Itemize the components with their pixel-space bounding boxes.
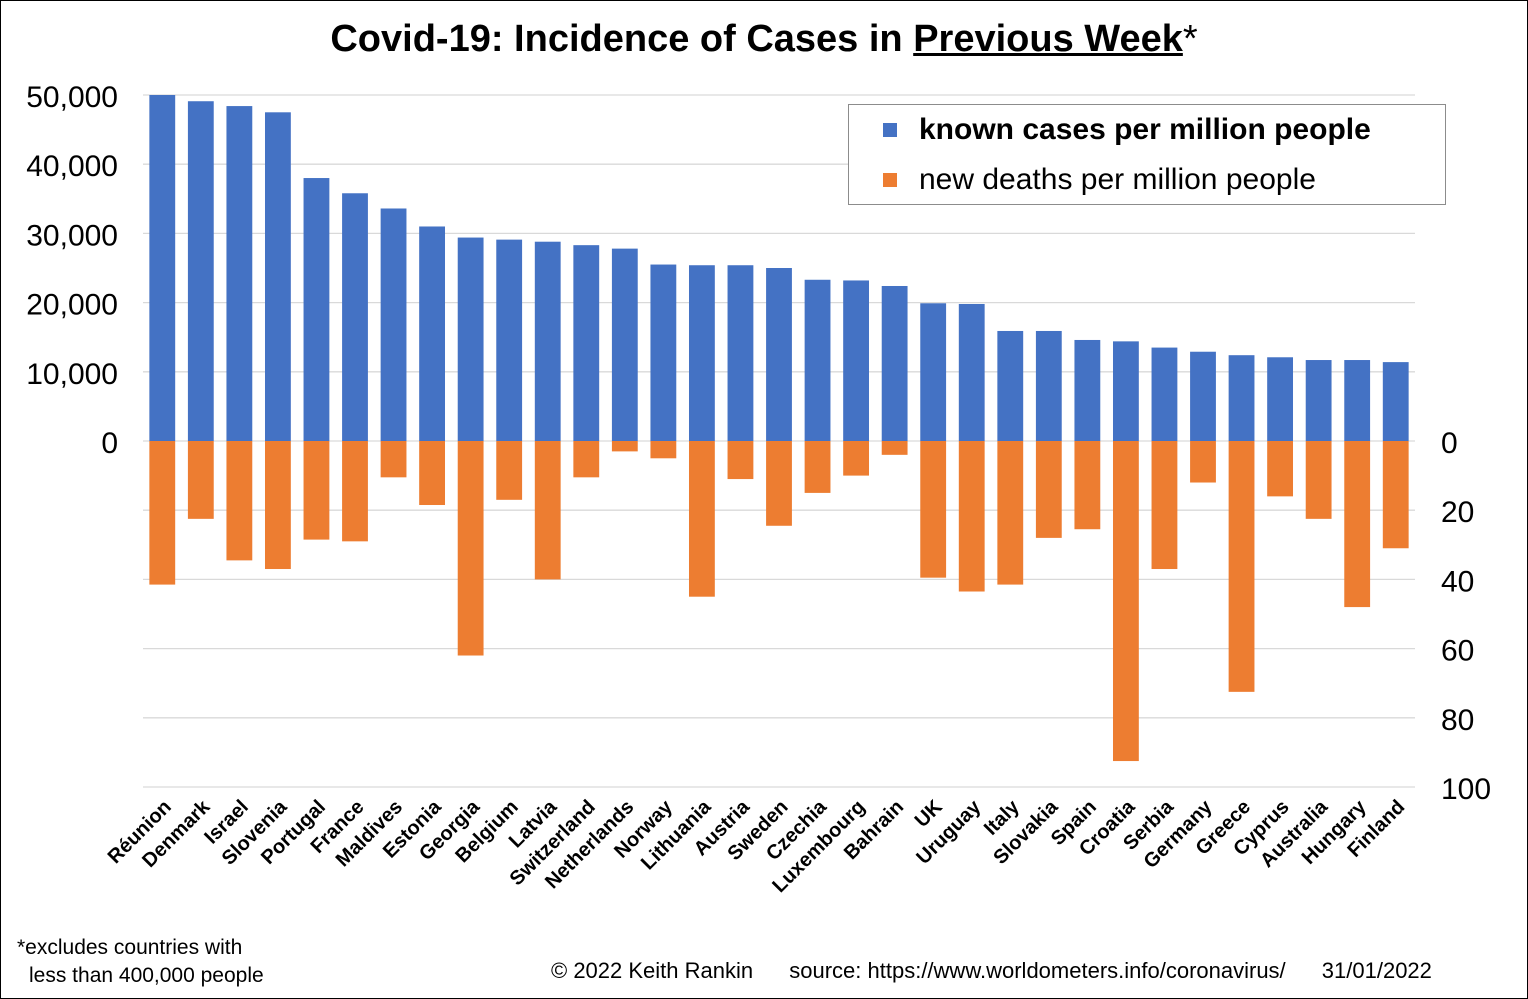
bar-deaths: [650, 441, 677, 459]
bar-deaths: [496, 441, 523, 500]
bar-cases: [727, 265, 754, 441]
left-axis-ticks: 0 10,000 20,000 30,000 40,000 50,000: [26, 81, 118, 460]
bar-cases: [419, 226, 446, 441]
bar-deaths: [1035, 441, 1062, 538]
source-text: source: https://www.worldometers.info/co…: [789, 958, 1286, 983]
bar-deaths: [226, 441, 253, 561]
chart-title: Covid-19: Incidence of Cases in Previous…: [330, 18, 1198, 60]
right-tick-label: 40: [1441, 565, 1474, 598]
bar-deaths: [187, 441, 214, 519]
left-tick-label: 0: [101, 427, 118, 460]
left-tick-label: 20,000: [26, 289, 118, 322]
bar-cases: [380, 208, 407, 441]
bar-cases: [1074, 339, 1101, 441]
bar-cases: [766, 268, 792, 441]
bar-deaths: [264, 441, 291, 570]
bar-deaths: [766, 441, 792, 526]
bar-deaths: [1382, 441, 1409, 549]
bar-deaths: [1112, 441, 1139, 762]
date-text: 31/01/2022: [1321, 958, 1432, 983]
legend-label-cases: known cases per million people: [919, 113, 1371, 146]
bar-cases: [457, 237, 484, 441]
left-tick-label: 10,000: [26, 358, 118, 391]
bar-deaths: [1267, 441, 1294, 497]
credit-line: © 2022 Keith Rankin source: https://www.…: [551, 958, 1432, 984]
bar-deaths: [342, 441, 368, 542]
bar-cases: [1344, 360, 1371, 441]
bar-cases: [534, 241, 561, 441]
footnote: *excludes countries with less than 400,0…: [17, 934, 264, 990]
bar-deaths: [303, 441, 330, 540]
copyright-text: © 2022 Keith Rankin: [551, 958, 754, 983]
title-underlined: Previous Week: [913, 18, 1183, 60]
bar-deaths: [419, 441, 446, 506]
right-axis-ticks: 0 20 40 60 80 100: [1441, 427, 1491, 806]
bar-cases: [149, 95, 176, 441]
bar-deaths: [727, 441, 754, 480]
bar-deaths: [881, 441, 908, 455]
bar-deaths: [1074, 441, 1101, 530]
right-tick-label: 20: [1441, 496, 1474, 529]
legend: known cases per million people new death…: [848, 104, 1446, 205]
bar-deaths: [457, 441, 484, 656]
bar-cases: [881, 285, 908, 441]
right-tick-label: 80: [1441, 704, 1474, 737]
bar-deaths: [534, 441, 561, 580]
bar-cases: [1228, 355, 1255, 441]
bar-deaths: [1305, 441, 1332, 519]
legend-item-deaths: new deaths per million people: [883, 163, 1316, 197]
bar-deaths: [1190, 441, 1216, 483]
bar-cases: [611, 248, 638, 441]
bar-cases: [226, 106, 253, 442]
bar-deaths: [804, 441, 831, 493]
bar-cases: [1267, 357, 1294, 441]
bar-deaths: [380, 441, 407, 478]
bar-cases: [650, 264, 677, 441]
legend-item-cases: known cases per million people: [883, 113, 1371, 147]
left-tick-label: 30,000: [26, 219, 118, 252]
bar-cases: [573, 245, 600, 441]
bar-cases: [496, 239, 523, 441]
bar-deaths: [688, 441, 715, 597]
right-tick-label: 0: [1441, 427, 1458, 460]
bar-deaths: [958, 441, 985, 592]
bar-cases: [958, 303, 985, 441]
bar-cases: [342, 193, 368, 441]
legend-swatch-deaths: [883, 173, 897, 187]
bar-deaths: [573, 441, 600, 478]
bar-deaths: [920, 441, 947, 578]
left-tick-label: 50,000: [26, 81, 118, 114]
right-tick-label: 100: [1441, 773, 1491, 806]
bar-cases: [1190, 351, 1216, 441]
category-labels: RéunionDenmarkIsraelSloveniaPortugalFran…: [104, 795, 1410, 897]
legend-label-deaths: new deaths per million people: [919, 163, 1316, 196]
legend-swatch-cases: [883, 123, 897, 137]
bar-cases: [303, 178, 330, 442]
bar-deaths: [1151, 441, 1178, 570]
bars: [149, 95, 1409, 762]
bar-cases: [920, 303, 947, 441]
bar-deaths: [843, 441, 870, 476]
bar-cases: [1112, 341, 1139, 441]
bar-cases: [187, 101, 214, 441]
footnote-line-1: *excludes countries with: [17, 936, 243, 959]
bar-cases: [997, 330, 1024, 441]
bar-cases: [1151, 347, 1178, 441]
left-tick-label: 40,000: [26, 150, 118, 183]
bar-deaths: [149, 441, 176, 585]
bar-cases: [1035, 330, 1062, 441]
bar-cases: [688, 265, 715, 441]
bar-deaths: [611, 441, 638, 452]
bar-cases: [843, 280, 870, 441]
right-tick-label: 60: [1441, 635, 1474, 668]
bar-deaths: [1344, 441, 1371, 608]
bar-deaths: [1228, 441, 1255, 692]
bar-deaths: [997, 441, 1024, 585]
bar-cases: [264, 112, 291, 442]
bar-cases: [1382, 362, 1409, 441]
bar-cases: [1305, 360, 1332, 441]
bar-cases: [804, 279, 831, 441]
footnote-line-2: less than 400,000 people: [29, 964, 264, 987]
